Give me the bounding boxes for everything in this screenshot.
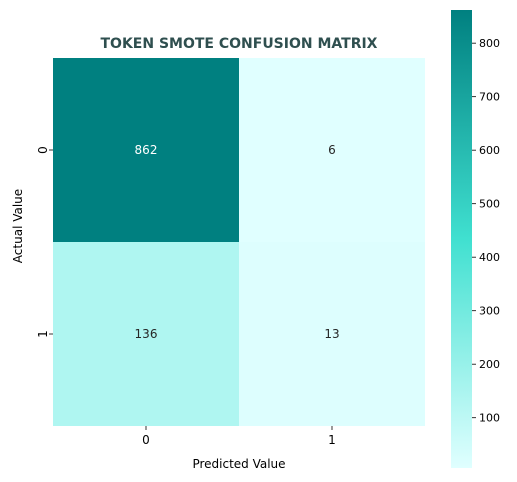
heatmap-cell-0-0 [53,58,239,242]
axis-ticks: 0 1 0 1 [36,146,336,447]
cell-value-0-1: 6 [328,143,336,157]
colorbar-tick-label-4: 500 [479,198,500,211]
heatmap-cells: 862 6 136 13 [53,58,425,426]
cell-value-0-0: 862 [135,143,158,157]
colorbar-tick-label-1: 200 [479,358,500,371]
colorbar-tick-label-6: 700 [479,91,500,104]
x-tick-label-1: 1 [328,433,336,447]
cell-value-1-1: 13 [324,327,339,341]
heatmap-cell-1-1 [239,242,425,426]
heatmap-cell-0-1 [239,58,425,242]
y-axis-label: Actual Value [11,189,25,263]
colorbar: 100 200 300 400 500 600 700 800 [451,10,500,468]
x-tick-label-0: 0 [142,433,150,447]
colorbar-tick-label-0: 100 [479,412,500,425]
x-axis-label: Predicted Value [192,457,285,471]
colorbar-gradient [451,10,472,468]
y-tick-label-1: 1 [36,330,50,338]
colorbar-tick-label-5: 600 [479,144,500,157]
cell-value-1-0: 136 [135,327,158,341]
heatmap-cell-1-0 [53,242,239,426]
chart-title: TOKEN SMOTE CONFUSION MATRIX [101,36,378,52]
y-tick-label-0: 0 [36,146,50,154]
colorbar-tick-label-2: 300 [479,305,500,318]
colorbar-tick-label-3: 400 [479,251,500,264]
colorbar-tick-label-7: 800 [479,37,500,50]
